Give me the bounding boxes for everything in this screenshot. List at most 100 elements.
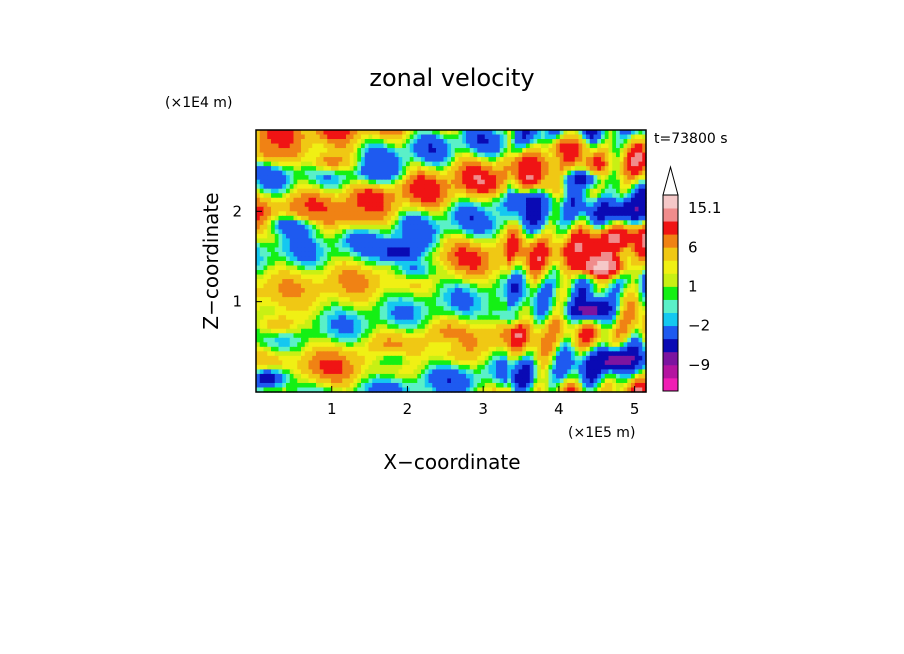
heatmap-cell <box>589 247 595 253</box>
heatmap-cell <box>278 247 283 253</box>
heatmap-cell <box>346 288 351 294</box>
heatmap-cell <box>424 342 430 348</box>
heatmap-cell <box>282 211 287 217</box>
heatmap-cell <box>342 206 347 212</box>
heatmap-cell <box>593 261 598 267</box>
heatmap-cell <box>589 342 595 348</box>
heatmap-cell <box>319 261 325 267</box>
heatmap-cell <box>454 279 460 285</box>
heatmap-cell <box>567 297 572 303</box>
heatmap-cell <box>428 206 433 212</box>
heatmap-cell <box>267 175 272 181</box>
heatmap-cell <box>522 161 527 167</box>
heatmap-cell <box>533 306 538 312</box>
heatmap-cell <box>589 238 595 244</box>
heatmap-cell <box>496 175 501 181</box>
heatmap-cell <box>544 220 550 226</box>
heatmap-cell <box>469 242 475 249</box>
heatmap-cell <box>552 139 557 145</box>
heatmap-cell <box>391 211 396 217</box>
heatmap-cell <box>559 333 565 339</box>
heatmap-cell <box>282 292 287 298</box>
heatmap-cell <box>466 319 471 325</box>
heatmap-cell <box>634 175 640 181</box>
heatmap-cell <box>439 324 445 330</box>
heatmap-cell <box>481 306 486 312</box>
heatmap-cell <box>372 306 377 312</box>
heatmap-cell <box>481 324 486 330</box>
heatmap-cell <box>383 270 388 276</box>
heatmap-cell <box>499 270 505 276</box>
heatmap-cell <box>383 319 388 325</box>
heatmap-cell <box>327 157 332 163</box>
heatmap-cell <box>492 315 497 321</box>
heatmap-cell <box>297 152 302 158</box>
heatmap-cell <box>473 143 478 149</box>
heatmap-cell <box>458 202 463 208</box>
heatmap-cell <box>529 342 535 348</box>
heatmap-cell <box>522 274 527 280</box>
heatmap-cell <box>263 206 268 212</box>
heatmap-cell <box>282 324 287 330</box>
heatmap-cell <box>492 229 497 235</box>
heatmap-cell <box>488 202 493 208</box>
heatmap-cell <box>537 242 542 249</box>
heatmap-cell <box>338 261 343 267</box>
heatmap-cell <box>274 279 280 285</box>
heatmap-cell <box>308 188 313 194</box>
heatmap-cell <box>439 301 445 307</box>
heatmap-cell <box>488 283 493 289</box>
heatmap-cell <box>604 197 610 203</box>
heatmap-cell <box>537 193 542 199</box>
heatmap-cell <box>593 265 598 271</box>
heatmap-cell <box>627 324 632 330</box>
heatmap-cell <box>451 319 456 325</box>
heatmap-cell <box>537 297 542 303</box>
heatmap-cell <box>466 166 471 172</box>
heatmap-cell <box>312 184 317 190</box>
heatmap-cell <box>334 297 340 303</box>
heatmap-cell <box>267 197 272 203</box>
heatmap-cell <box>559 211 565 217</box>
heatmap-cell <box>526 166 531 172</box>
heatmap-cell <box>469 328 475 334</box>
heatmap-cell <box>451 297 456 303</box>
heatmap-cell <box>323 166 328 172</box>
heatmap-cell <box>334 184 340 190</box>
heatmap-cell <box>413 301 418 307</box>
heatmap-cell <box>312 152 317 158</box>
heatmap-cell <box>473 130 478 136</box>
heatmap-cell <box>259 188 265 194</box>
heatmap-cell <box>492 301 497 307</box>
heatmap-cell <box>263 342 268 348</box>
heatmap-cell <box>604 342 610 348</box>
heatmap-cell <box>413 202 418 208</box>
heatmap-cell <box>552 175 557 181</box>
heatmap-cell <box>409 247 415 253</box>
heatmap-cell <box>439 251 445 258</box>
heatmap-cell <box>537 247 542 253</box>
heatmap-cell <box>548 206 553 212</box>
heatmap-cell <box>368 342 373 348</box>
heatmap-cell <box>593 283 598 289</box>
heatmap-cell <box>638 342 643 348</box>
heatmap-cell <box>443 152 448 158</box>
heatmap-cell <box>574 233 580 240</box>
heatmap-cell <box>634 292 640 298</box>
heatmap-cell <box>293 337 298 343</box>
heatmap-cell <box>263 179 268 185</box>
heatmap-cell <box>289 202 295 208</box>
heatmap-cell <box>604 319 610 325</box>
heatmap-cell <box>507 134 512 140</box>
heatmap-cell <box>601 319 606 325</box>
heatmap-cell <box>379 261 385 267</box>
heatmap-cell <box>473 206 478 212</box>
heatmap-cell <box>274 288 280 294</box>
heatmap-cell <box>319 148 325 154</box>
heatmap-cell <box>349 288 355 294</box>
heatmap-cell <box>342 324 347 330</box>
heatmap-cell <box>278 193 283 199</box>
heatmap-cell <box>413 265 418 271</box>
heatmap-cell <box>443 256 448 262</box>
heatmap-cell <box>394 274 400 280</box>
